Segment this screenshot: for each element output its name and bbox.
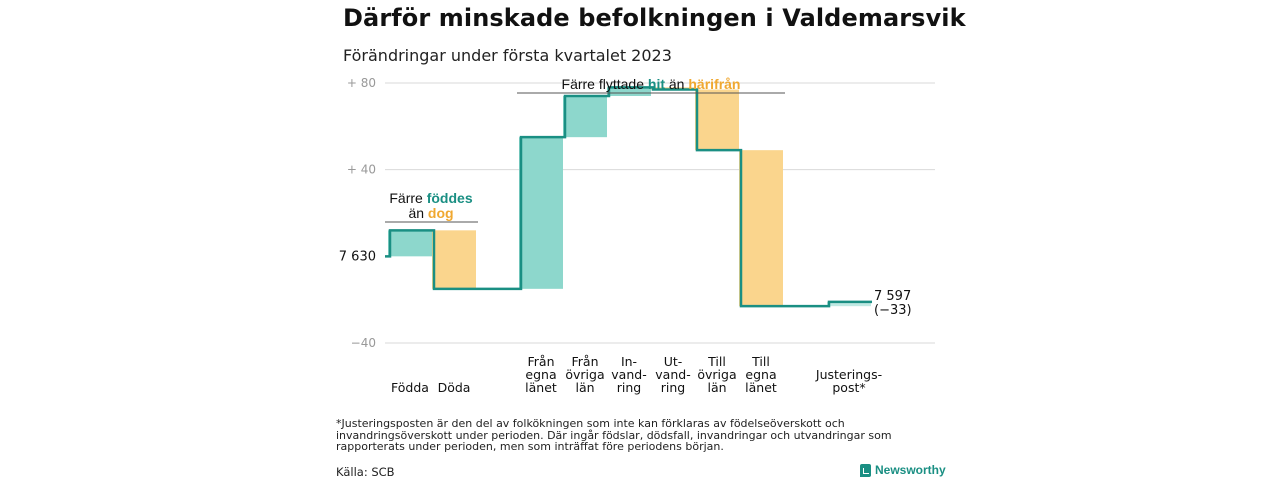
x-category-label: Födda (391, 380, 429, 395)
chart-title: Därför minskade befolkningen i Valdemars… (343, 4, 966, 32)
annotation-migration: Färre flyttade hit än härifrån (562, 76, 741, 92)
x-category-label: egna (525, 367, 556, 382)
brand-logo: Newsworthy (860, 463, 946, 477)
annotation-highlight: dog (428, 205, 454, 221)
bars (388, 87, 871, 307)
footnote: *Justeringsposten är den del av folkökni… (336, 417, 892, 453)
x-category-label: länet (525, 380, 557, 395)
annotation-text: Färre flyttade (562, 76, 648, 92)
annotation-births-line1: Färre föddes (389, 190, 472, 206)
x-category-label: län (707, 380, 726, 395)
waterfall-bar (563, 96, 607, 138)
x-category-label: Till (751, 354, 770, 369)
end-change-label: (−33) (874, 303, 912, 318)
waterfall-bar (739, 150, 783, 307)
annotation-highlight: hit (648, 76, 665, 92)
x-category-label: länet (745, 380, 777, 395)
annotation-text: Färre (389, 190, 426, 206)
x-category-label: vand- (655, 367, 690, 382)
x-category-label: Ut- (664, 354, 683, 369)
x-category-label: ring (617, 380, 641, 395)
x-category-label: In- (621, 354, 637, 369)
x-category-label: vand- (611, 367, 646, 382)
brand-name: Newsworthy (875, 463, 946, 477)
x-category-label: ring (661, 380, 685, 395)
y-tick-label: 7 630 (339, 249, 376, 264)
annotation-text: än (665, 76, 688, 92)
grid-lines (385, 82, 935, 344)
x-category-label: län (575, 380, 594, 395)
annotation-text: än (408, 205, 427, 221)
x-category-label: Döda (438, 380, 471, 395)
x-category-label: övriga (697, 367, 736, 382)
waterfall-bar (695, 89, 739, 151)
annotation-births-line2: än dog (408, 205, 453, 221)
y-tick-label: −40 (351, 336, 376, 350)
x-category-label: Till (707, 354, 726, 369)
waterfall-bar (827, 301, 871, 307)
annotation-highlight: härifrån (688, 76, 740, 92)
cumulative-step-line (385, 86, 872, 308)
end-value-label: 7 597 (874, 289, 911, 304)
source-label: Källa: SCB (336, 465, 395, 479)
newsworthy-icon (860, 463, 871, 477)
y-tick-label: + 80 (347, 76, 376, 90)
step-line (385, 86, 872, 308)
waterfall-bar (388, 230, 432, 257)
x-category-label: Från (571, 354, 598, 369)
y-tick-label: + 40 (347, 163, 376, 177)
x-category-label: Justerings- (815, 367, 882, 382)
x-category-label: övriga (565, 367, 604, 382)
waterfall-bar (607, 87, 651, 96)
waterfall-bar (432, 230, 476, 289)
x-category-label: post* (832, 380, 865, 395)
x-category-label: egna (745, 367, 776, 382)
annotation-highlight: föddes (427, 190, 473, 206)
chart-subtitle: Förändringar under första kvartalet 2023 (343, 46, 672, 65)
x-category-label: Från (527, 354, 554, 369)
waterfall-bar (519, 137, 563, 289)
